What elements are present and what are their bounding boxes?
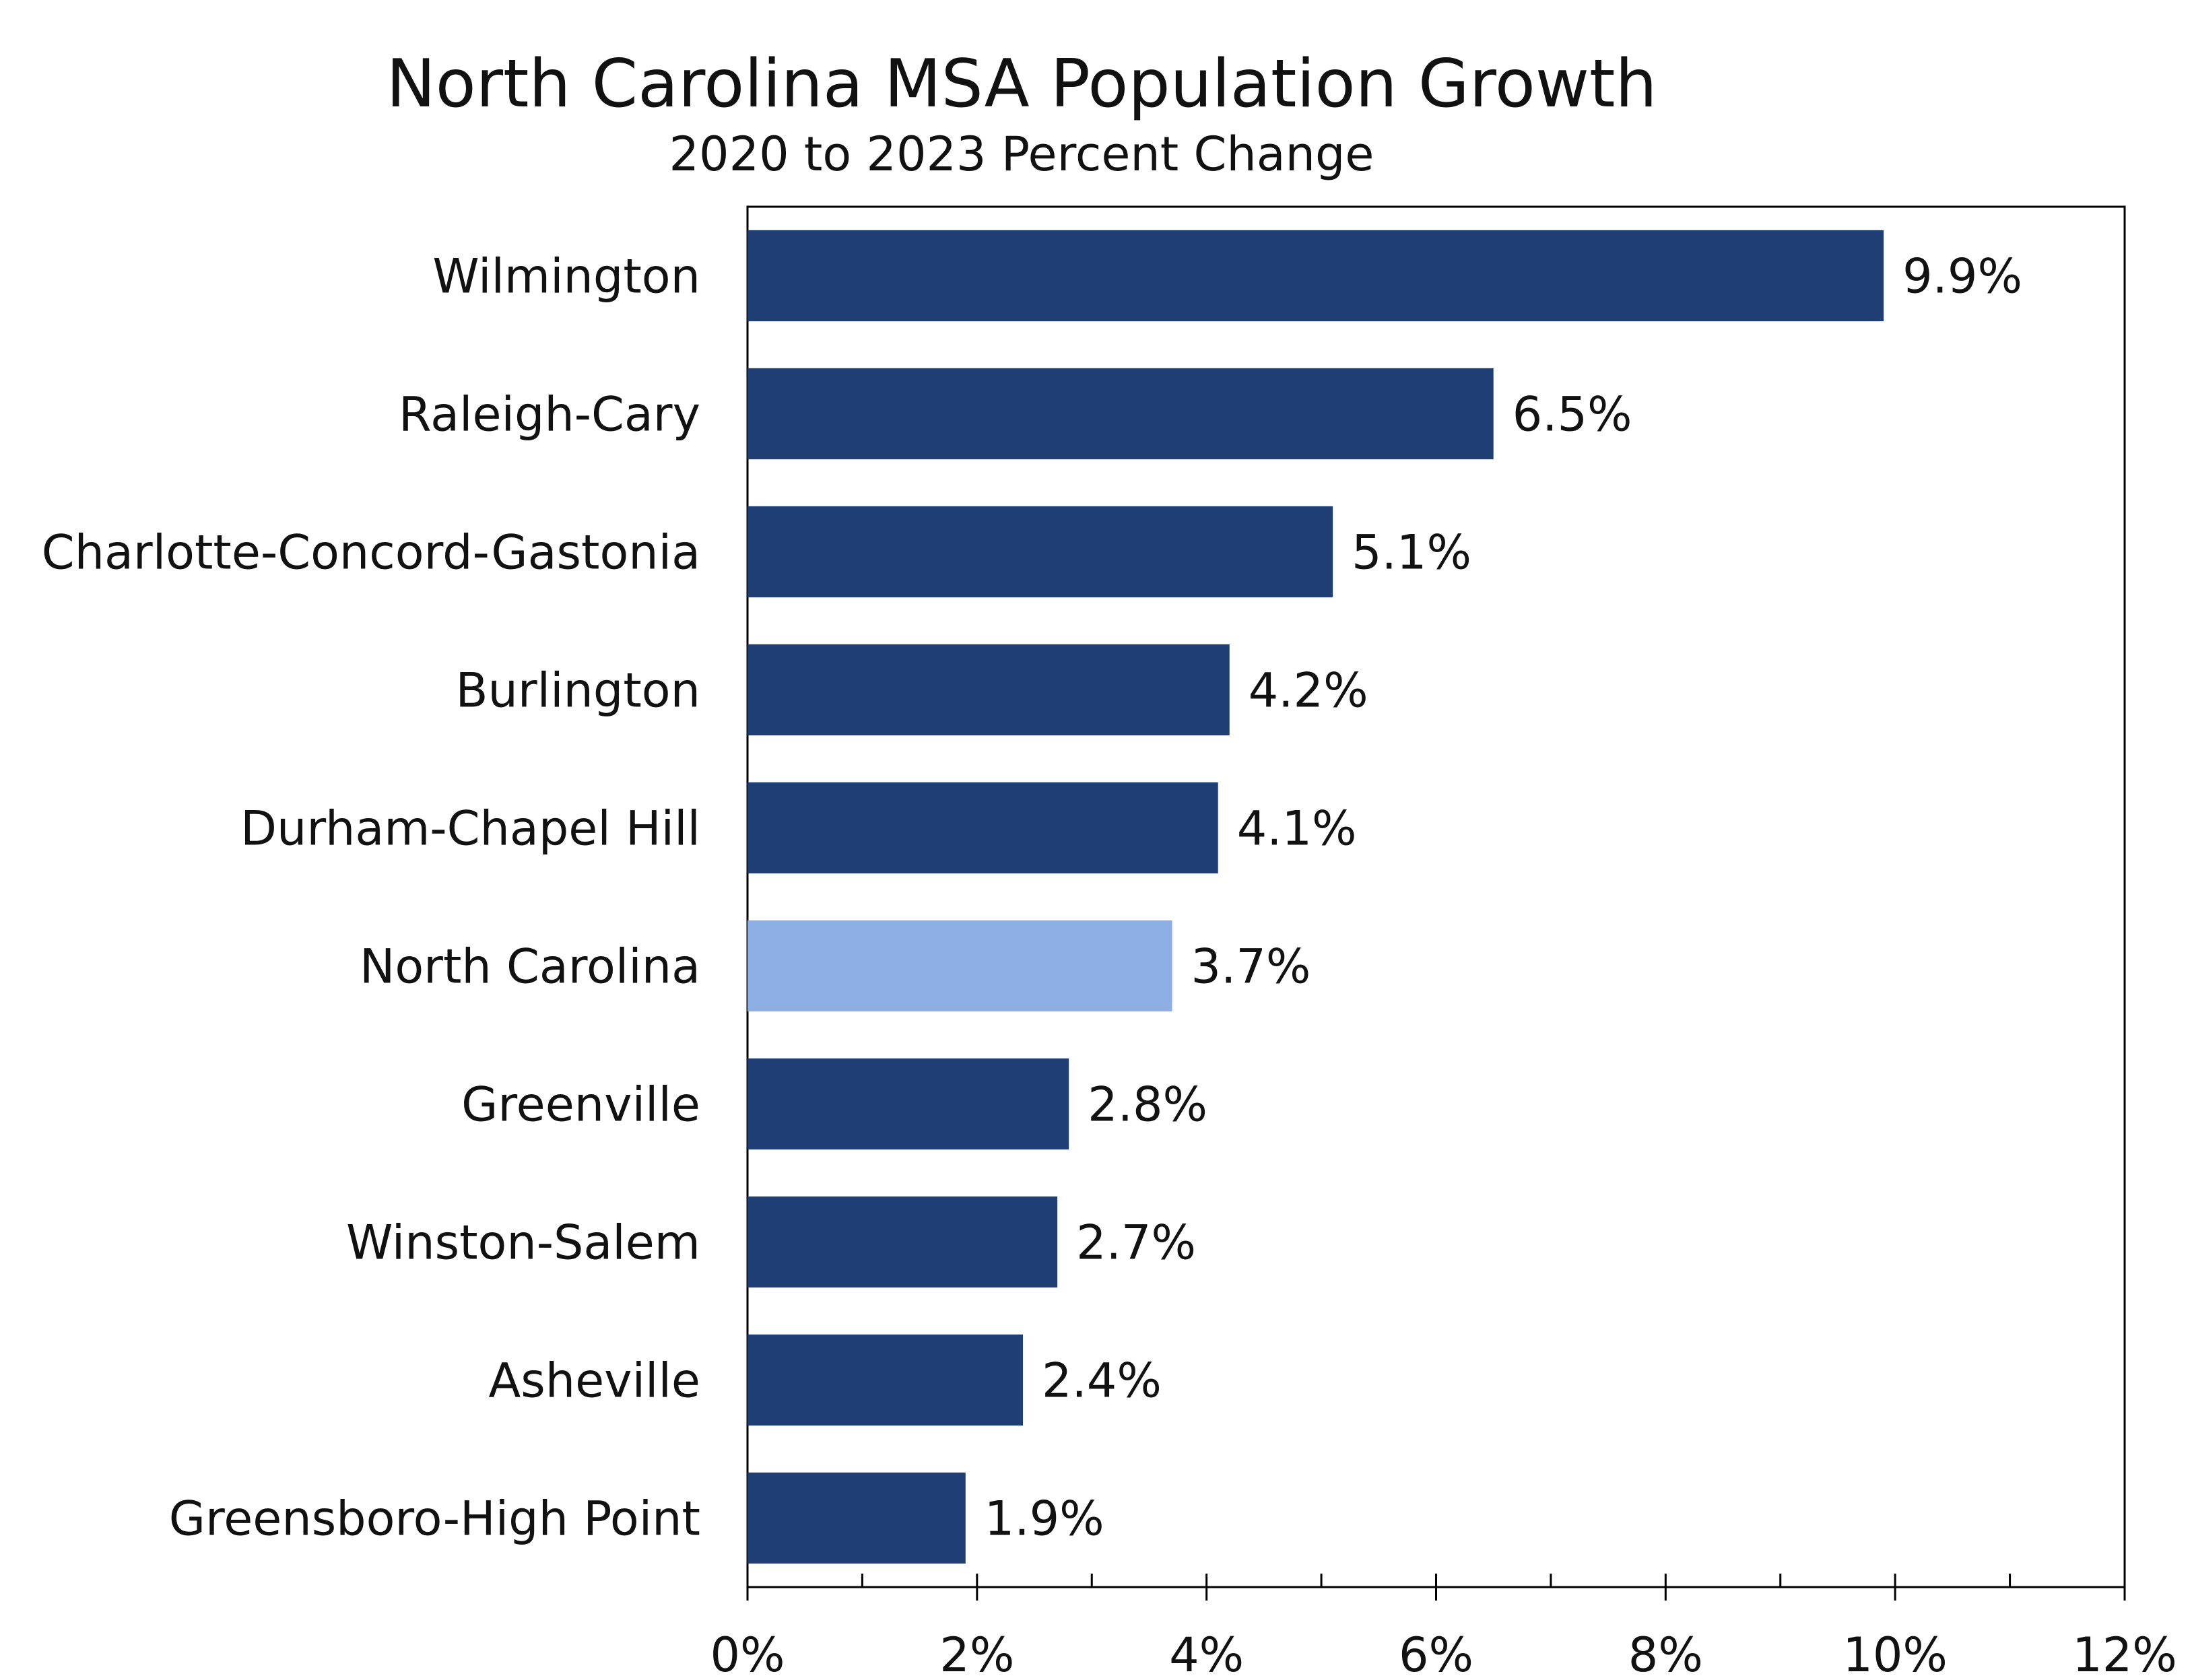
- category-label: Burlington: [455, 663, 700, 718]
- category-label: Wilmington: [432, 249, 700, 304]
- category-label: Greensboro-High Point: [169, 1491, 700, 1547]
- category-label: North Carolina: [360, 939, 700, 995]
- data-label: 6.5%: [1513, 387, 1632, 442]
- x-tick-label: 10%: [1842, 1627, 1948, 1680]
- data-label: 2.4%: [1042, 1353, 1162, 1409]
- data-label: 4.2%: [1249, 663, 1368, 718]
- bar: [748, 230, 1884, 322]
- bar: [748, 368, 1494, 460]
- category-labels: Wilmington Raleigh-Cary Charlotte-Concord-…: [42, 249, 700, 1547]
- category-label: Durham-Chapel Hill: [240, 801, 700, 856]
- bar: [748, 506, 1333, 598]
- data-label: 9.9%: [1902, 249, 2022, 304]
- x-axis: 0% 2% 4% 6% 8% 10% 12%: [710, 1574, 2177, 1680]
- chart-subtitle: 2020 to 2023 Percent Change: [669, 127, 1374, 182]
- x-tick-label: 12%: [2072, 1627, 2177, 1680]
- data-label: 1.9%: [985, 1491, 1104, 1547]
- category-label: Greenville: [461, 1077, 700, 1133]
- bar: [748, 782, 1218, 874]
- data-label: 4.1%: [1237, 801, 1357, 856]
- bar: [748, 1058, 1069, 1150]
- x-tick-label: 0%: [710, 1627, 785, 1680]
- bar: [748, 1472, 966, 1564]
- chart-title: North Carolina MSA Population Growth: [386, 46, 1657, 123]
- category-label: Asheville: [488, 1353, 700, 1409]
- data-label: 2.8%: [1088, 1077, 1207, 1133]
- bars: [748, 230, 1884, 1564]
- value-labels: 9.9% 6.5% 5.1% 4.2% 4.1% 3.7% 2.8% 2.7% 2.4% 1.9%: [985, 249, 2022, 1547]
- x-tick-label: 6%: [1399, 1627, 1473, 1680]
- data-label: 3.7%: [1191, 939, 1311, 995]
- x-tick-label: 2%: [939, 1627, 1014, 1680]
- bar: [748, 1334, 1023, 1426]
- category-label: Charlotte-Concord-Gastonia: [42, 525, 700, 580]
- data-label: 5.1%: [1352, 525, 1471, 580]
- bar: [748, 920, 1172, 1012]
- category-label: Winston-Salem: [346, 1215, 700, 1271]
- bar: [748, 1196, 1058, 1288]
- x-tick-label: 4%: [1169, 1627, 1244, 1680]
- data-label: 2.7%: [1076, 1215, 1196, 1271]
- bar: [748, 644, 1230, 736]
- x-tick-label: 8%: [1628, 1627, 1703, 1680]
- category-label: Raleigh-Cary: [399, 387, 700, 442]
